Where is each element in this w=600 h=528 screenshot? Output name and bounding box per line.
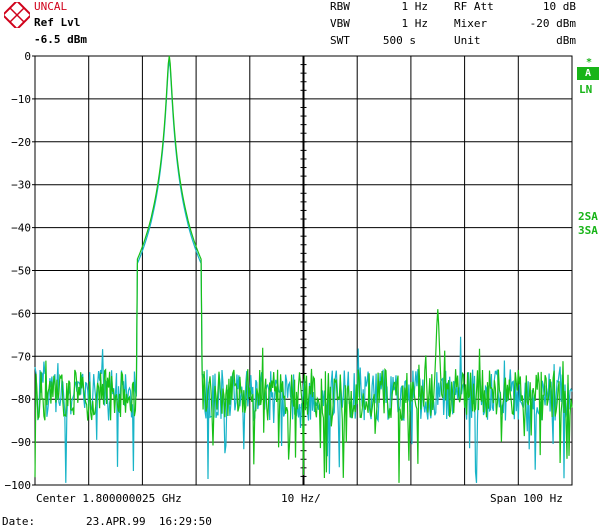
y-tick-label: −40 bbox=[11, 222, 31, 235]
trace-green-line bbox=[34, 55, 573, 483]
marker-star: * bbox=[586, 57, 593, 68]
rohde-schwarz-logo bbox=[4, 2, 30, 28]
ref-level-label: Ref Lvl bbox=[34, 16, 81, 29]
y-tick-label: −20 bbox=[11, 136, 31, 149]
y-tick-label: −100 bbox=[5, 479, 32, 492]
mixer-value: -20 dBm bbox=[529, 17, 576, 30]
swt-label: SWT bbox=[330, 34, 350, 47]
y-tick-label: −10 bbox=[11, 93, 31, 106]
span-value: Span 100 Hz bbox=[490, 492, 563, 505]
vbw-value: 1 Hz bbox=[401, 17, 429, 30]
y-tick-label: −50 bbox=[11, 265, 31, 278]
unit-value: dBm bbox=[556, 34, 576, 47]
vbw-label: VBW bbox=[330, 17, 350, 30]
y-tick-label: −30 bbox=[11, 179, 31, 192]
date-label: Date: bbox=[2, 515, 36, 528]
ref-level-value: -6.5 dBm bbox=[34, 33, 87, 46]
per-division: 10 Hz/ bbox=[281, 492, 321, 505]
mixer-label: Mixer bbox=[454, 17, 488, 30]
date-value: 23.APR.99 16:29:50 bbox=[86, 515, 212, 528]
y-tick-label: −70 bbox=[11, 350, 31, 363]
y-tick-label: −60 bbox=[11, 307, 31, 320]
trace-a-badge: A bbox=[577, 67, 599, 80]
swt-value: 500 s bbox=[382, 34, 416, 47]
uncal-indicator: UNCAL bbox=[34, 0, 68, 13]
linear-indicator: LN bbox=[579, 83, 593, 96]
unit-label: Unit bbox=[454, 34, 481, 47]
trace-layer bbox=[34, 55, 573, 483]
rbw-label: RBW bbox=[330, 0, 350, 13]
y-tick-label: −90 bbox=[11, 436, 31, 449]
rbw-value: 1 Hz bbox=[401, 0, 429, 13]
rf-att-label: RF Att bbox=[454, 0, 494, 13]
rf-att-value: 10 dB bbox=[542, 0, 576, 13]
center-frequency: Center 1.800000025 GHz bbox=[36, 492, 182, 505]
y-tick-labels: 0 −10 −20 −30 −40 −50 −60 −70 −80 −90 −100 bbox=[5, 50, 35, 492]
trace-2-label: 2SA bbox=[578, 210, 598, 223]
trace-3-label: 3SA bbox=[578, 224, 598, 237]
y-tick-label: 0 bbox=[24, 50, 31, 63]
y-tick-label: −80 bbox=[11, 393, 31, 406]
